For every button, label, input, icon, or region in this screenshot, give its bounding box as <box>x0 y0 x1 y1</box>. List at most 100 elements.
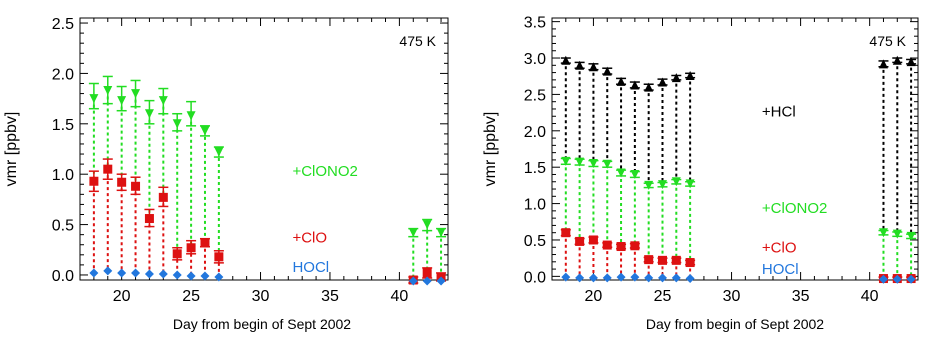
y-tick-label: 2.0 <box>524 124 546 141</box>
data-point <box>906 57 916 67</box>
y-tick-label: 1.5 <box>524 160 546 177</box>
data-point <box>172 270 182 280</box>
data-point <box>214 252 224 262</box>
data-point <box>685 70 695 80</box>
data-point <box>144 269 154 279</box>
data-point <box>408 276 418 286</box>
data-point <box>685 274 695 284</box>
x-tick-label: 40 <box>861 288 879 305</box>
data-point <box>103 86 113 96</box>
series-clono2 <box>560 156 917 241</box>
data-point <box>630 80 640 90</box>
data-point <box>906 231 916 241</box>
y-tick-label: 2.5 <box>524 87 546 104</box>
data-point <box>588 62 598 72</box>
data-point <box>117 96 127 106</box>
x-tick-label: 40 <box>390 288 408 305</box>
y-tick-label: 0.0 <box>524 269 546 286</box>
x-axis-label: Day from begin of Sept 2002 <box>173 316 351 332</box>
data-point <box>616 168 626 178</box>
x-tick-label: 35 <box>792 288 810 305</box>
data-point <box>575 236 585 246</box>
data-point <box>117 268 127 278</box>
data-point <box>878 59 888 69</box>
y-axis-label: vmr [ppbv] <box>3 112 20 187</box>
data-point <box>671 255 681 265</box>
y-tick-label: 3.5 <box>524 15 546 32</box>
data-point <box>685 179 695 189</box>
series-hocl <box>561 272 916 284</box>
data-point <box>575 157 585 167</box>
y-tick-label: 0.0 <box>52 268 74 285</box>
series-label: HOCl <box>292 259 329 276</box>
x-tick-label: 35 <box>321 288 339 305</box>
data-point <box>892 274 902 284</box>
right-chart-panel: 20 25 30 35 40 0.0 0.5 1.0 1.5 2.0 2.5 3.0 3.5 Day fr… <box>482 15 919 332</box>
data-point <box>630 272 640 282</box>
level-annotation: 475 K <box>399 33 436 49</box>
data-point <box>602 66 612 76</box>
y-axis-label: vmr [ppbv] <box>482 112 499 187</box>
data-point <box>630 169 640 179</box>
data-point <box>144 214 154 224</box>
series-label: +HCl <box>762 103 796 120</box>
data-point <box>89 176 99 186</box>
data-point <box>616 242 626 252</box>
data-point <box>671 73 681 83</box>
data-point <box>616 272 626 282</box>
series-clo <box>560 228 917 284</box>
data-point <box>422 220 432 230</box>
level-annotation: 475 K <box>869 33 906 49</box>
data-point <box>214 272 224 282</box>
data-point <box>561 228 571 238</box>
series-label: +ClONO2 <box>762 200 827 217</box>
data-point <box>158 96 168 106</box>
series-label: +ClO <box>292 230 327 247</box>
data-point <box>616 76 626 86</box>
data-point <box>630 241 640 251</box>
plot-frame <box>79 17 449 281</box>
data-point <box>588 235 598 245</box>
data-point <box>158 192 168 202</box>
series-label: HOCl <box>762 261 799 278</box>
data-point <box>131 268 141 278</box>
data-point <box>200 126 210 136</box>
data-point <box>657 77 667 87</box>
data-point <box>89 94 99 104</box>
data-point <box>214 147 224 157</box>
data-point <box>131 89 141 99</box>
y-tick-label: 2.0 <box>52 66 74 83</box>
x-tick-label: 25 <box>654 288 672 305</box>
data-point <box>878 274 888 284</box>
x-tick-label: 20 <box>113 288 131 305</box>
data-point <box>200 271 210 281</box>
left-chart-panel: 20 25 30 35 40 0.0 0.5 1.0 1.5 2.0 2.5 Day from beg… <box>3 16 449 332</box>
data-point <box>200 238 210 248</box>
data-point <box>892 229 902 239</box>
data-point <box>103 266 113 276</box>
data-point <box>117 177 127 187</box>
series-hocl <box>89 266 446 286</box>
data-point <box>657 180 667 190</box>
data-point <box>892 55 902 65</box>
x-tick-label: 20 <box>585 288 603 305</box>
data-point <box>657 255 667 265</box>
data-point <box>602 273 612 283</box>
data-point <box>561 55 571 65</box>
data-point <box>878 228 888 238</box>
data-point <box>657 273 667 283</box>
data-point <box>671 273 681 283</box>
y-tick-label: 2.5 <box>52 16 74 33</box>
data-point <box>436 228 446 238</box>
x-tick-label: 30 <box>252 288 270 305</box>
data-point <box>644 255 654 265</box>
x-tick-label: 25 <box>182 288 200 305</box>
y-tick-label: 3.0 <box>524 51 546 68</box>
series-label: +ClO <box>762 239 797 256</box>
data-point <box>158 269 168 279</box>
series-clo <box>88 158 447 285</box>
data-point <box>575 273 585 283</box>
data-point <box>588 159 598 169</box>
series-clono2 <box>88 75 447 238</box>
